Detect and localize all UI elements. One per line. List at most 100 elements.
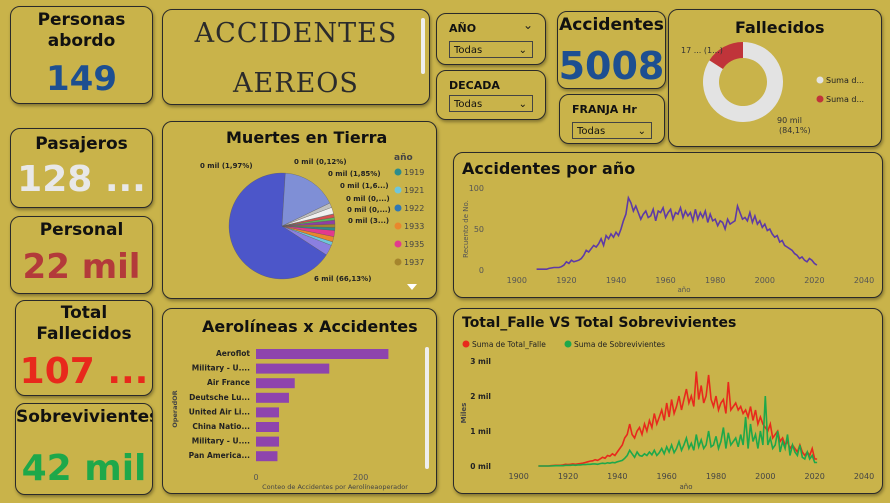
chevron-down-icon[interactable]: ⌄ <box>522 18 533 32</box>
pie-data-label: 0 mil (0,...) <box>347 206 391 214</box>
x-tick-label: 1980 <box>705 276 725 285</box>
category-label: Military - U.... <box>192 364 250 373</box>
kpi-value: 22 mil <box>22 247 141 287</box>
kpi-personas-abordo: Personas abordo 149 mil <box>10 6 153 104</box>
x-tick-label: 1960 <box>655 276 675 285</box>
bar <box>256 363 330 374</box>
kpi-accidentes: Accidentes 5008 <box>557 11 666 89</box>
slicer-dropdown[interactable]: Todas ⌄ <box>449 95 533 112</box>
donut-label-big-pct: (84,1%) <box>779 126 811 135</box>
category-label: United Air Li... <box>189 407 250 416</box>
y-tick-label: 50 <box>474 225 484 234</box>
aerolineas-bar-chart: Aeroflot Military - U.... Air France Deutsc… <box>171 349 408 491</box>
accidentes-por-ano-chart: 0 50 100 1900 1920 1940 1960 1980 2000 2020 2040 añ… <box>462 184 874 294</box>
legend-label: 1933 <box>404 222 424 231</box>
slicer-ano[interactable]: AÑO ⌄ Todas ⌄ <box>436 13 546 65</box>
falle-vs-sobrev-chart: Suma de Total_Falle Suma de Sobreviviente… <box>460 340 874 491</box>
fallecidos-donut-chart: 17 ... (1...) 90 mil (84,1%) Suma d... Su… <box>681 42 864 135</box>
series-line <box>538 371 818 467</box>
slicer-franja[interactable]: FRANJA Hr Todas ⌄ <box>559 94 665 144</box>
pie-data-label: 0 mil (1,97%) <box>200 162 253 170</box>
chevron-down-icon: ⌄ <box>518 99 527 110</box>
legend-label: 1919 <box>404 168 424 177</box>
bar <box>256 392 289 403</box>
x-tick-label: 2040 <box>854 472 874 481</box>
legend-marker <box>394 240 402 248</box>
pie-data-label: 0 mil (1,85%) <box>328 170 381 178</box>
kpi-label: Pasajeros <box>35 134 128 154</box>
kpi-value: 107 ... <box>19 351 149 392</box>
kpi-value: 149 mil <box>46 59 117 103</box>
x-axis-label: año <box>679 483 692 491</box>
x-tick-label: 2000 <box>755 472 775 481</box>
series-line <box>536 195 818 270</box>
legend-label: Suma d... <box>826 76 864 85</box>
pie-data-label: 6 mil (66,13%) <box>314 275 371 283</box>
x-tick-label: 1900 <box>508 472 528 481</box>
aerolineas-card: Aerolíneas x Accidentes Aeroflot Military… <box>162 308 437 494</box>
x-tick-label: 1940 <box>607 472 627 481</box>
y-tick-label: 0 mil <box>470 462 491 471</box>
y-axis-label: OperadOR <box>171 390 179 427</box>
y-tick-label: 3 mil <box>470 357 491 366</box>
pie-data-label: 0 mil (0,12%) <box>294 158 347 166</box>
legend-label: 1935 <box>404 240 424 249</box>
slicer-label: AÑO <box>449 22 477 35</box>
kpi-value: 42 mil <box>21 448 147 489</box>
donut-slice <box>703 42 783 122</box>
page-subtitle: AEREOS <box>233 68 359 99</box>
legend-label: Suma d... <box>826 95 864 104</box>
bar <box>256 349 389 359</box>
chart-title: Fallecidos <box>735 18 825 37</box>
kpi-label: Total Fallecidos <box>36 303 132 344</box>
pie-data-label: 0 mil (3...) <box>348 217 389 225</box>
legend-marker <box>394 204 402 212</box>
kpi-label: Sobrevivientes <box>16 407 153 427</box>
chart-title: Total_Falle VS Total Sobrevivientes <box>462 315 737 331</box>
donut-label-small: 17 ... (1...) <box>681 46 723 55</box>
x-tick-label: 2020 <box>804 472 824 481</box>
legend-marker <box>394 186 402 194</box>
slicer-label: DECADA <box>449 79 500 92</box>
slicer-decada[interactable]: DECADA Todas ⌄ <box>436 70 546 120</box>
legend-title: año <box>394 153 413 163</box>
x-tick-label: 1900 <box>507 276 527 285</box>
kpi-label: Personal <box>39 220 124 240</box>
legend-label: Suma de Sobrevivientes <box>574 340 665 349</box>
donut-slice <box>709 42 743 70</box>
bar <box>256 436 280 447</box>
donut-label-big: 90 mil <box>777 116 802 125</box>
slicer-dropdown[interactable]: Todas ⌄ <box>449 41 533 58</box>
legend-label: Suma de Total_Falle <box>472 340 546 349</box>
chevron-down-icon: ⌄ <box>518 45 527 56</box>
category-label: Air France <box>207 378 250 387</box>
slicer-dropdown[interactable]: Todas ⌄ <box>572 122 652 139</box>
slicer-label: FRANJA Hr <box>572 103 637 116</box>
legend-marker <box>816 76 824 84</box>
page-title: ACCIDENTES <box>194 18 398 49</box>
kpi-personal: Personal 22 mil <box>10 216 153 294</box>
x-tick-label: 1980 <box>706 472 726 481</box>
legend-label: 1921 <box>404 186 424 195</box>
title-scrollbar[interactable] <box>421 18 425 74</box>
slicer-value: Todas <box>454 45 483 56</box>
accidentes-por-ano-card: Accidentes por año 0 50 100 1900 1920 1940 196… <box>453 152 883 298</box>
triangle-down-icon[interactable] <box>407 284 417 290</box>
legend-label: 1922 <box>404 204 424 213</box>
bar-scrollbar[interactable] <box>425 347 429 469</box>
x-tick-label: 2040 <box>854 276 874 285</box>
pie-data-label: 0 mil (0,...) <box>346 195 390 203</box>
y-tick-label: 1 mil <box>470 427 491 436</box>
bar <box>256 422 280 432</box>
muertes-tierra-card: Muertes en Tierra 0 mil (1,97%) 0 mil (0,… <box>162 121 437 299</box>
legend-marker <box>394 258 402 266</box>
kpi-value: 5008 <box>558 44 665 88</box>
legend-marker <box>462 340 470 348</box>
category-label: Aeroflot <box>216 349 250 358</box>
kpi-label: Accidentes <box>559 15 664 35</box>
legend-label: 1937 <box>404 258 424 267</box>
category-label: China Natio... <box>192 422 250 431</box>
category-label: Military - U.... <box>192 437 250 446</box>
slicer-value: Todas <box>454 99 483 110</box>
x-tick-label: 0 <box>253 473 258 482</box>
